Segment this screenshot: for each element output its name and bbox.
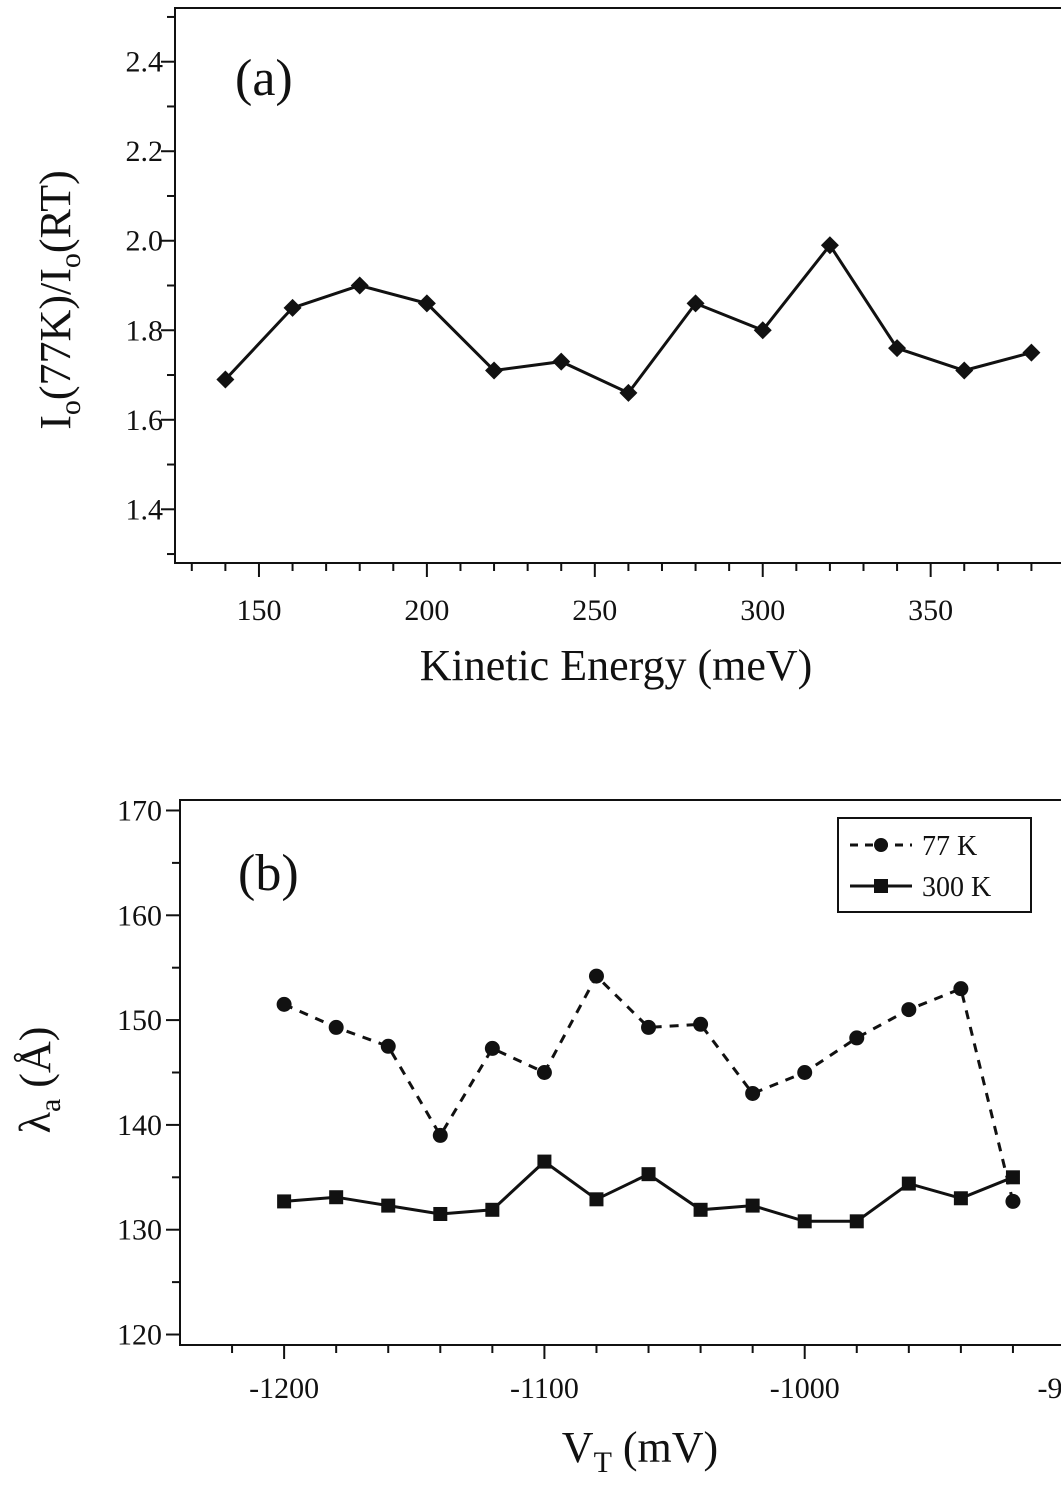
data-point <box>619 383 638 402</box>
data-point <box>820 236 839 255</box>
data-point-300k <box>485 1202 500 1217</box>
data-point <box>350 276 369 295</box>
data-point-300k <box>329 1190 344 1205</box>
legend-box <box>837 817 1032 913</box>
series-a <box>216 236 1041 402</box>
legend-marker-300k <box>874 879 888 893</box>
data-point-300k <box>745 1198 760 1213</box>
data-point-77k <box>432 1127 448 1143</box>
x-axis-title-b: VT (mV) <box>562 1423 718 1479</box>
y-axis-title-a: Io(77K)/Io(RT) <box>31 170 87 430</box>
x-tick-label: 250 <box>572 594 617 627</box>
y-tick-label: 120 <box>117 1319 162 1352</box>
y-tick-label: 1.4 <box>126 493 164 526</box>
data-point <box>216 370 235 389</box>
y-tick-label: 140 <box>117 1109 162 1142</box>
x-axis-title-a: Kinetic Energy (meV) <box>420 641 813 690</box>
data-point <box>753 321 772 340</box>
data-point-300k <box>901 1176 916 1191</box>
data-point-77k <box>536 1065 552 1080</box>
data-point-300k <box>537 1154 552 1169</box>
data-point-77k <box>693 1016 709 1032</box>
x-tick-label: -900 <box>1038 1372 1061 1405</box>
axis-ticks-b <box>166 809 1014 1359</box>
y-tick-labels-b: 120 130 140 150 160 170 <box>117 794 162 1351</box>
data-point-77k <box>745 1085 761 1101</box>
data-point <box>1022 343 1041 362</box>
data-point-77k <box>849 1030 865 1046</box>
x-tick-label: 200 <box>404 594 449 627</box>
x-tick-labels-a: 150 200 250 300 350 <box>236 594 953 627</box>
panel-label-a: (a) <box>235 50 293 107</box>
y-tick-labels-a: 1.4 1.6 1.8 2.0 2.2 2.4 <box>126 46 164 527</box>
axis-ticks-a <box>161 15 1033 577</box>
series-line-a <box>224 242 1032 395</box>
data-point-77k <box>588 968 604 984</box>
data-point-77k <box>380 1038 396 1054</box>
x-tick-label: 150 <box>236 594 281 627</box>
data-point-300k <box>433 1206 448 1221</box>
y-tick-label: 2.2 <box>126 135 164 168</box>
y-tick-label: 160 <box>117 899 162 932</box>
x-tick-label: -1000 <box>770 1372 840 1405</box>
plot-frame-a <box>174 7 1061 564</box>
x-tick-label: 350 <box>908 594 953 627</box>
panel-label-b: (b) <box>238 845 299 902</box>
data-point-300k <box>797 1214 812 1229</box>
data-point <box>686 294 705 313</box>
legend: 77 K 300 K <box>837 817 1032 913</box>
legend-label-300k: 300 K <box>922 872 991 903</box>
data-point-77k <box>276 996 292 1012</box>
data-point-77k <box>953 981 969 997</box>
data-point <box>283 298 302 317</box>
y-tick-label: 130 <box>117 1214 162 1247</box>
data-point <box>888 339 907 358</box>
y-tick-label: 150 <box>117 1004 162 1037</box>
x-tick-labels-b: -1200 -1100 -1000 -900 <box>249 1372 1061 1405</box>
data-point-77k <box>1005 1193 1021 1209</box>
x-tick-label: 300 <box>740 594 785 627</box>
data-point-300k <box>849 1214 864 1229</box>
data-point-300k <box>277 1194 292 1209</box>
data-point-300k <box>1005 1170 1020 1185</box>
data-point-77k <box>797 1065 813 1080</box>
y-tick-label: 1.8 <box>126 314 164 347</box>
y-tick-label: 2.4 <box>126 46 164 79</box>
y-tick-label: 1.6 <box>126 404 164 437</box>
series-line-77k <box>283 973 1015 1202</box>
data-point-77k <box>901 1002 917 1018</box>
data-point-300k <box>693 1202 708 1217</box>
chart-panel-b: -1200 -1100 -1000 -900 120 130 140 150 160 170 (… <box>11 794 1061 1479</box>
chart-panel-a: 150 200 250 300 350 1.4 1.6 1.8 2.0 2.2 2.4 (a) K… <box>31 7 1061 690</box>
data-point-300k <box>589 1192 604 1207</box>
legend-label-77k: 77 K <box>922 831 977 862</box>
data-point-300k <box>641 1167 656 1182</box>
data-point-77k <box>328 1019 344 1035</box>
legend-marker-77k <box>874 838 888 852</box>
y-tick-label: 170 <box>117 794 162 827</box>
y-tick-label: 2.0 <box>126 225 164 258</box>
data-point <box>552 352 571 371</box>
data-point-300k <box>381 1198 396 1213</box>
x-tick-label: -1200 <box>249 1372 319 1405</box>
data-point <box>485 361 504 380</box>
data-point <box>417 294 436 313</box>
data-point-77k <box>641 1019 657 1035</box>
x-tick-label: -1100 <box>510 1372 579 1405</box>
data-point-300k <box>953 1191 968 1206</box>
data-point <box>955 361 974 380</box>
data-point-77k <box>484 1040 500 1056</box>
y-axis-title-b: λa (Å) <box>11 1027 67 1134</box>
series-b <box>276 968 1021 1229</box>
